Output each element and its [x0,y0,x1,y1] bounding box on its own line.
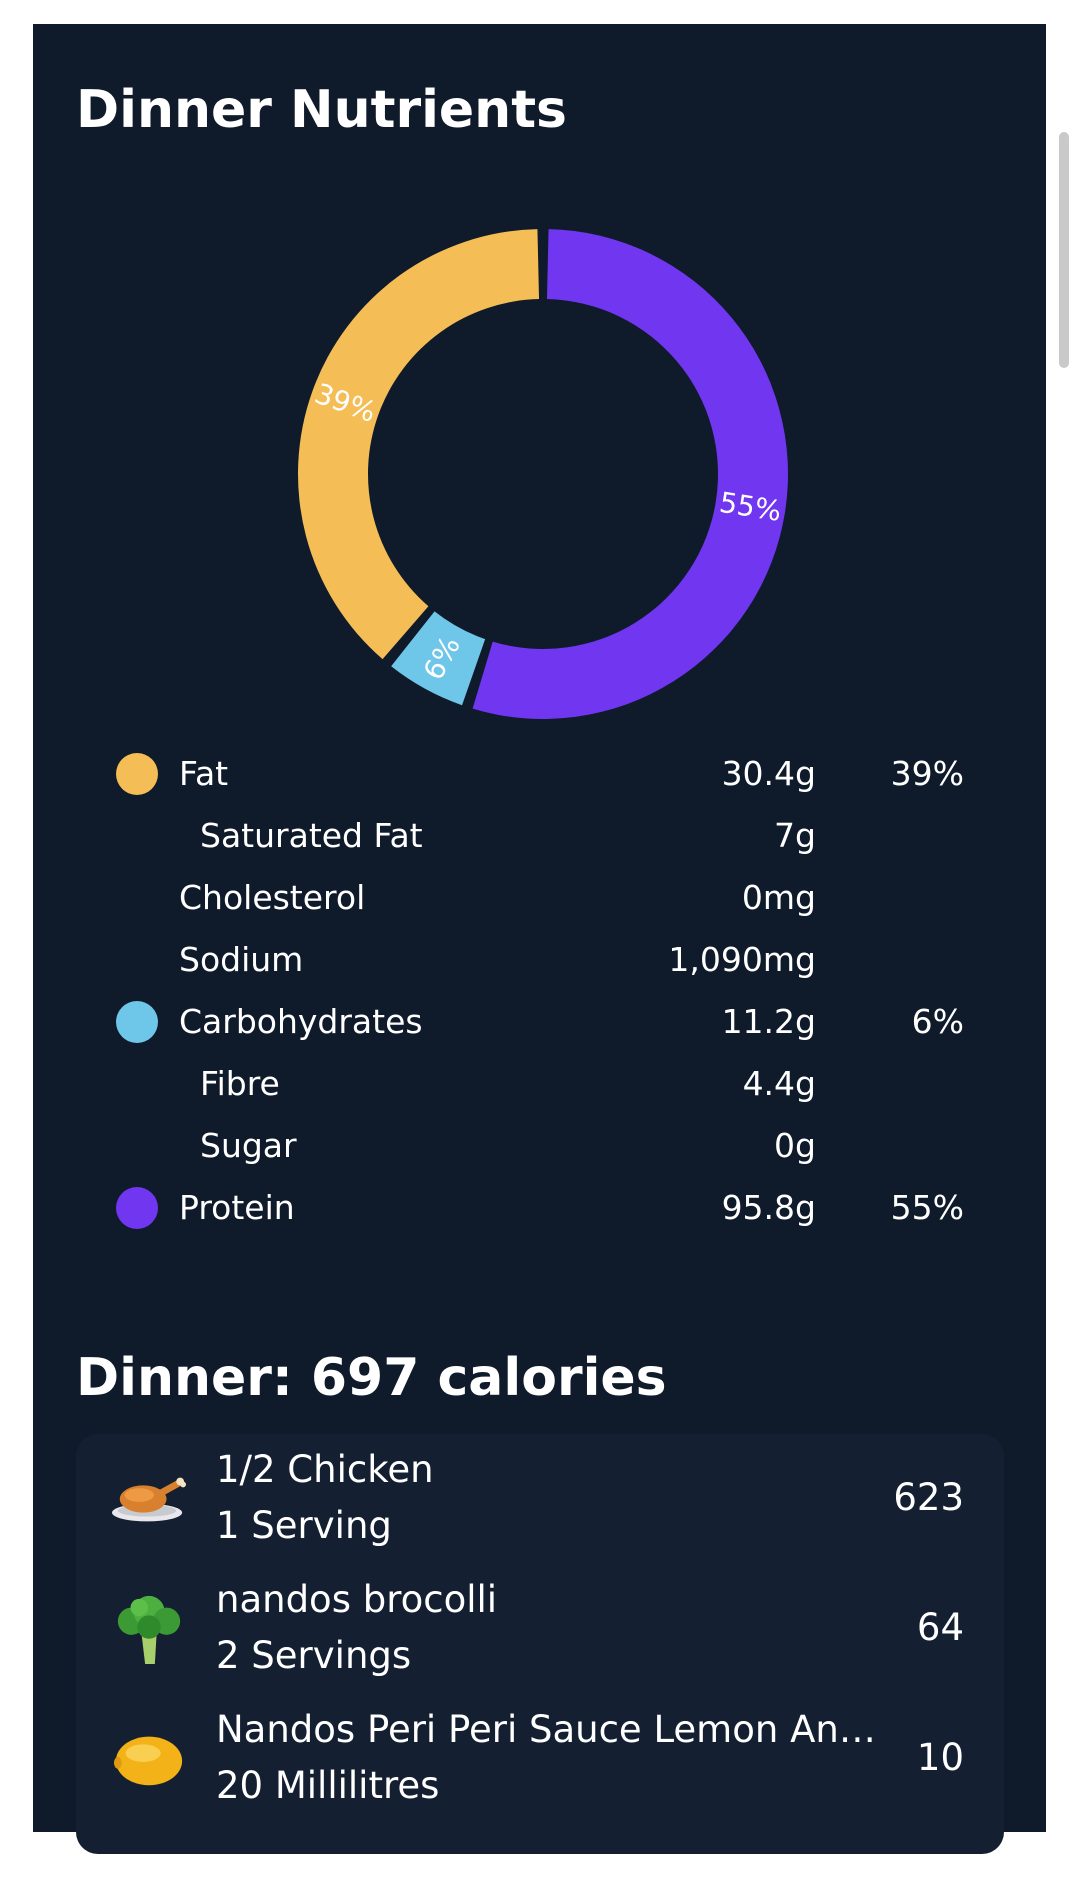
nutrient-row-sugar: Sugar 0g [33,1115,1046,1177]
nutrient-name: Protein [179,1188,295,1227]
food-item-peri-peri-sauce[interactable]: Nandos Peri Peri Sauce Lemon An… 20 Mill… [76,1694,1004,1824]
food-calories: 623 [893,1476,964,1519]
dinner-panel: Dinner Nutrients 55% 6% 39% Fat 30.4g 39% … [33,24,1046,1854]
nutrient-amount: 0mg [741,878,816,917]
nutrient-row-saturated-fat: Saturated Fat 7g [33,805,1046,867]
protein-color-dot [116,1187,158,1229]
meal-calories-title: Dinner: 697 calories [76,1348,667,1408]
nutrient-row-carbohydrates: Carbohydrates 11.2g 6% [33,991,1046,1053]
scrollbar[interactable] [1059,132,1069,368]
nutrient-amount: 30.4g [721,754,816,793]
nutrient-row-fibre: Fibre 4.4g [33,1053,1046,1115]
carbohydrates-color-dot [116,1001,158,1043]
nutrient-name: Carbohydrates [179,1002,423,1041]
food-calories: 64 [916,1606,964,1649]
nutrient-name: Saturated Fat [200,816,423,855]
food-serving: 2 Servings [216,1634,412,1677]
roast-chicken-icon [112,1477,186,1522]
donut-slice-carbohydrates [391,611,486,706]
food-calories: 10 [916,1736,964,1779]
nutrient-amount: 1,090mg [668,940,816,979]
donut-slice-protein [472,229,788,720]
nutrient-name: Fat [179,754,229,793]
food-serving: 20 Millilitres [216,1764,440,1807]
nutrient-percent: 55% [890,1188,964,1227]
nutrient-name: Cholesterol [179,878,366,917]
nutrient-row-cholesterol: Cholesterol 0mg [33,867,1046,929]
nutrient-percent: 6% [911,1002,964,1041]
food-item-broccoli[interactable]: nandos brocolli 2 Servings 64 [76,1564,1004,1694]
nutrient-amount: 95.8g [721,1188,816,1227]
nutrient-amount: 4.4g [742,1064,816,1103]
broccoli-icon [117,1595,181,1665]
nutrient-name: Sodium [179,940,304,979]
nutrient-row-fat: Fat 30.4g 39% [33,743,1046,805]
nutrient-amount: 0g [774,1126,816,1165]
nutrient-name: Sugar [200,1126,297,1165]
lemon-icon [113,1736,183,1786]
nutrients-title: Dinner Nutrients [76,80,568,140]
nutrient-amount: 7g [774,816,816,855]
food-list: 1/2 Chicken 1 Serving 623 nandos brocoll… [76,1434,1004,1854]
nutrient-row-sodium: Sodium 1,090mg [33,929,1046,991]
nutrient-row-protein: Protein 95.8g 55% [33,1177,1046,1239]
donut-slice-fat [298,229,540,660]
nutrient-percent: 39% [890,754,964,793]
fat-color-dot [116,753,158,795]
food-serving: 1 Serving [216,1504,392,1547]
food-name: 1/2 Chicken [216,1448,434,1491]
nutrient-name: Fibre [200,1064,280,1103]
nutrient-donut-chart: 55%6%39% [298,229,788,720]
nutrient-amount: 11.2g [721,1002,816,1041]
food-item-chicken[interactable]: 1/2 Chicken 1 Serving 623 [76,1434,1004,1564]
food-name: nandos brocolli [216,1578,498,1621]
food-name: Nandos Peri Peri Sauce Lemon An… [216,1708,876,1751]
